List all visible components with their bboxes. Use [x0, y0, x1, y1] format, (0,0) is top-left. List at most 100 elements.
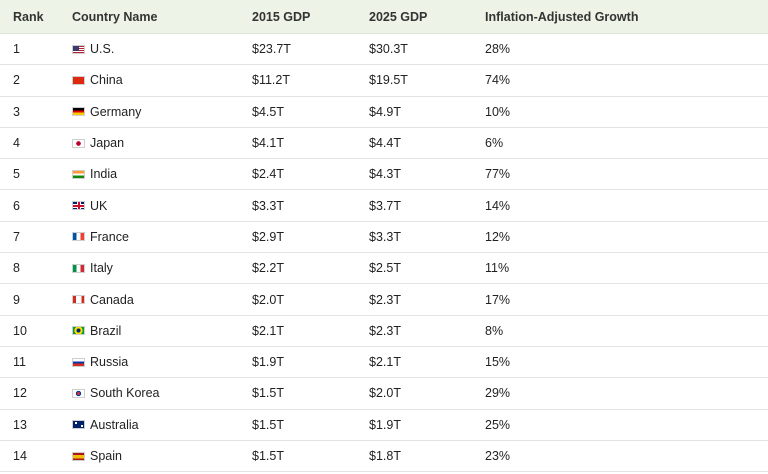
gdp-2025-cell: $2.1T	[369, 355, 401, 370]
country-name: U.S.	[90, 42, 115, 57]
country-cell: Australia	[72, 418, 252, 432]
canada-flag-icon	[72, 295, 85, 305]
country-cell: Germany	[72, 105, 252, 119]
country-cell: UK	[72, 199, 252, 213]
country-cell: India	[72, 167, 252, 181]
growth-cell: 17%	[485, 292, 511, 307]
country-name: Japan	[90, 136, 125, 151]
country-name: Germany	[90, 104, 142, 119]
growth-cell: 77%	[485, 167, 511, 182]
gdp-2015-cell: $2.1T	[252, 323, 284, 338]
gdp-2025-cell: $4.3T	[369, 167, 401, 182]
rank-cell: 8	[13, 261, 20, 276]
gdp-2025-cell: $1.8T	[369, 449, 401, 463]
country-name: Australia	[90, 417, 139, 432]
header-2015-gdp: 2015 GDP	[252, 9, 311, 24]
growth-cell: 12%	[485, 229, 511, 244]
gdp-2015-cell: $2.9T	[252, 229, 284, 244]
country-name: India	[90, 167, 118, 182]
rank-cell: 13	[13, 417, 27, 432]
country-name: Canada	[90, 292, 134, 307]
gdp-2025-cell: $19.5T	[369, 73, 408, 88]
table-row: 4 Japan $4.1T $4.4T 6%	[0, 128, 768, 160]
gdp-2015-cell: $1.5T	[252, 417, 284, 432]
gdp-2015-cell: $2.0T	[252, 292, 284, 307]
country-cell: France	[72, 230, 252, 244]
country-cell: China	[72, 73, 252, 87]
rank-cell: 9	[13, 292, 20, 307]
country-cell: Italy	[72, 261, 252, 275]
france-flag-icon	[72, 232, 85, 242]
country-name: Spain	[90, 449, 122, 463]
rank-cell: 7	[13, 229, 20, 244]
header-inflation-adjusted-growth: Inflation-Adjusted Growth	[485, 9, 639, 24]
china-flag-icon	[72, 75, 85, 85]
growth-cell: 23%	[485, 449, 511, 463]
rank-cell: 10	[13, 323, 27, 338]
gdp-2025-cell: $2.5T	[369, 261, 401, 276]
country-cell: Russia	[72, 355, 252, 369]
table-row: 8 Italy $2.2T $2.5T 11%	[0, 253, 768, 285]
rank-cell: 11	[13, 355, 26, 370]
country-name: China	[90, 73, 123, 88]
gdp-2015-cell: $2.4T	[252, 167, 284, 182]
italy-flag-icon	[72, 263, 85, 273]
table-row: 2 China $11.2T $19.5T 74%	[0, 65, 768, 97]
rank-cell: 6	[13, 198, 20, 213]
gdp-2025-cell: $30.3T	[369, 42, 408, 57]
gdp-2015-cell: $4.1T	[252, 136, 284, 151]
rank-cell: 3	[13, 104, 20, 119]
country-name: France	[90, 229, 129, 244]
gdp-2015-cell: $11.2T	[252, 73, 290, 88]
rank-cell: 4	[13, 136, 20, 151]
growth-cell: 74%	[485, 73, 511, 88]
gdp-2025-cell: $2.3T	[369, 323, 401, 338]
gdp-2015-cell: $1.5T	[252, 386, 284, 401]
country-name: Russia	[90, 355, 129, 370]
japan-flag-icon	[72, 138, 85, 148]
rank-cell: 14	[13, 449, 27, 463]
rank-cell: 1	[13, 42, 20, 57]
russia-flag-icon	[72, 357, 85, 367]
india-flag-icon	[72, 169, 85, 179]
gdp-2015-cell: $1.9T	[252, 355, 284, 370]
table-row: 5 India $2.4T $4.3T 77%	[0, 159, 768, 191]
country-cell: South Korea	[72, 386, 252, 400]
spain-flag-icon	[72, 451, 85, 461]
gdp-2025-cell: $2.3T	[369, 292, 401, 307]
growth-cell: 28%	[485, 42, 511, 57]
growth-cell: 10%	[485, 104, 511, 119]
country-cell: Spain	[72, 449, 252, 463]
rank-cell: 5	[13, 167, 20, 182]
table-row: 6 UK $3.3T $3.7T 14%	[0, 190, 768, 222]
country-name: South Korea	[90, 386, 160, 401]
table-row: 12 South Korea $1.5T $2.0T 29%	[0, 378, 768, 410]
gdp-2025-cell: $3.3T	[369, 229, 401, 244]
south-korea-flag-icon	[72, 388, 85, 398]
growth-cell: 29%	[485, 386, 511, 401]
rank-cell: 12	[13, 386, 27, 401]
country-name: Brazil	[90, 323, 122, 338]
header-2025-gdp: 2025 GDP	[369, 9, 428, 24]
germany-flag-icon	[72, 107, 85, 117]
growth-cell: 6%	[485, 136, 504, 151]
header-rank: Rank	[13, 9, 44, 24]
rank-cell: 2	[13, 73, 20, 88]
table-row: 3 Germany $4.5T $4.9T 10%	[0, 97, 768, 128]
gdp-2025-cell: $1.9T	[369, 417, 401, 432]
gdp-2015-cell: $4.5T	[252, 104, 284, 119]
country-name: UK	[90, 198, 108, 213]
gdp-2015-cell: $2.2T	[252, 261, 284, 276]
brazil-flag-icon	[72, 326, 85, 336]
table-header-row: Rank Country Name 2015 GDP 2025 GDP Infl…	[0, 0, 768, 34]
country-cell: U.S.	[72, 42, 252, 56]
table-body: 1 U.S. $23.7T $30.3T 28% 2 China $11.2T $19.5T 74…	[0, 34, 768, 473]
us-flag-icon	[72, 44, 85, 54]
uk-flag-icon	[72, 201, 85, 211]
gdp-2015-cell: $1.5T	[252, 449, 284, 463]
country-cell: Brazil	[72, 324, 252, 338]
growth-cell: 11%	[485, 261, 510, 276]
gdp-2025-cell: $2.0T	[369, 386, 401, 401]
table-row: 14 Spain $1.5T $1.8T 23%	[0, 441, 768, 473]
growth-cell: 8%	[485, 323, 504, 338]
